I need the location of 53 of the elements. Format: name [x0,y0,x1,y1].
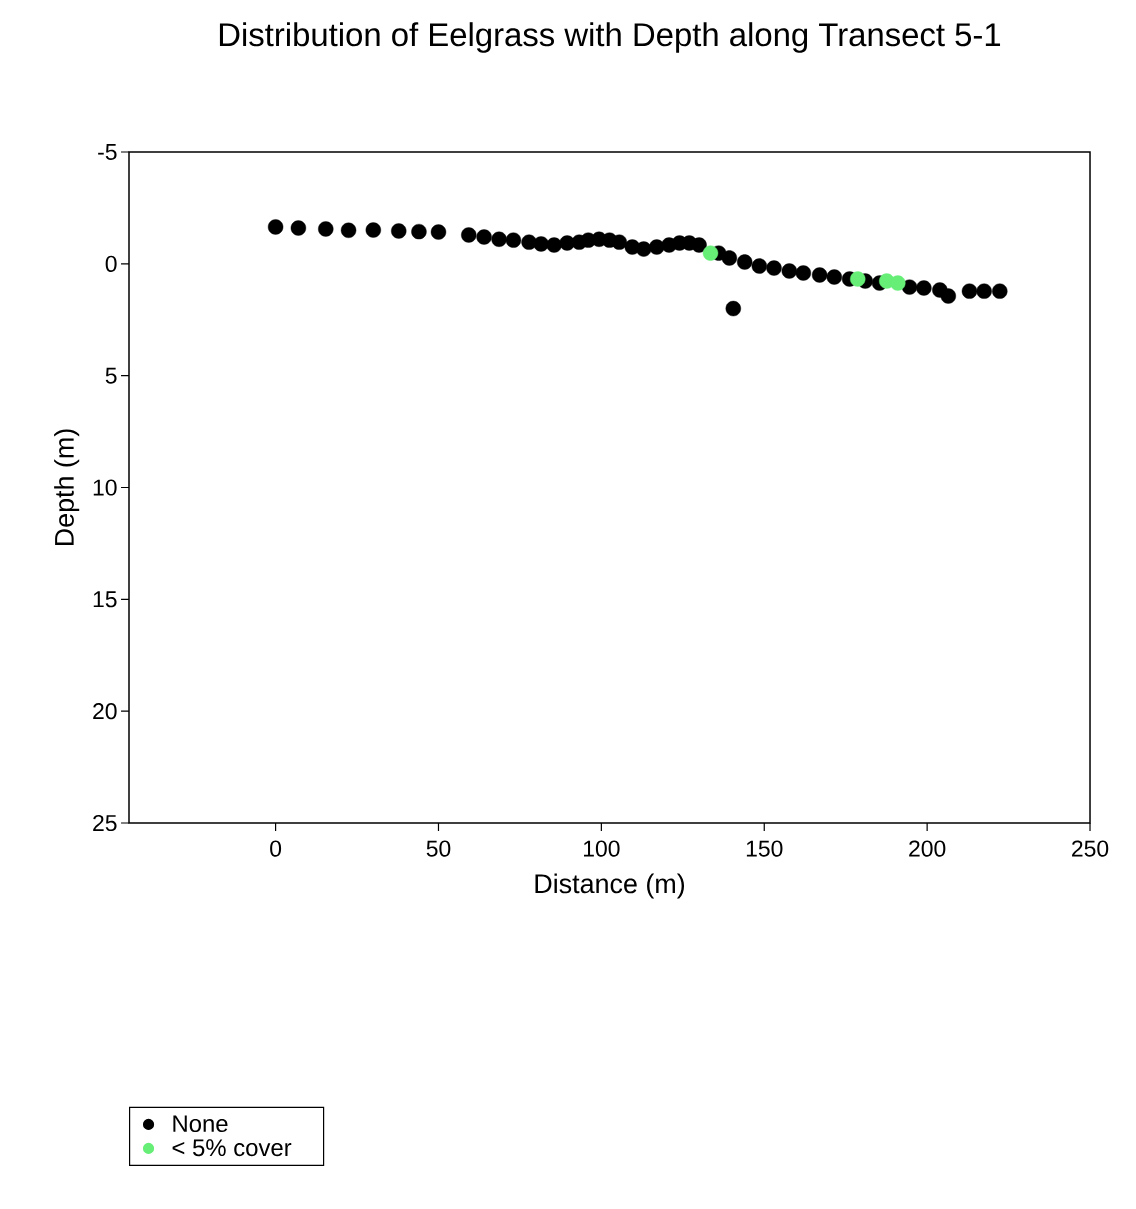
point [391,223,407,239]
point [267,219,284,235]
y-tick-label: 10 [93,479,117,496]
y-tick-label: 15 [93,591,117,608]
point [961,283,978,299]
point [890,275,906,291]
point [766,260,782,276]
point [290,220,307,236]
point [992,283,1008,299]
point [976,283,992,299]
point [533,236,549,252]
point [580,232,596,248]
y-axis-title: Depth (m) [54,429,80,546]
point [649,239,665,255]
point [624,239,640,255]
x-tick-label: 100 [584,840,620,857]
x-tick-label: 250 [1072,840,1109,857]
point [318,221,334,237]
y-tick-label: 0 [105,255,117,272]
point [811,267,828,283]
y-tick-label: 25 [93,814,117,832]
point [559,235,575,251]
point [781,263,797,279]
x-tick-label: 150 [746,840,783,857]
point [365,222,381,238]
x-axis-title: Distance (m) [535,873,685,899]
point [826,269,842,285]
legend-label: None [173,1115,228,1133]
x-tick-label: 50 [426,840,451,857]
point [725,300,741,317]
point [702,245,719,261]
point [601,232,618,248]
point [691,237,707,253]
point [461,227,477,243]
point [850,271,866,287]
y-tick-label: 20 [93,703,117,720]
point [476,229,492,245]
point [411,223,427,240]
point [751,258,768,274]
point [737,254,753,270]
chart-title: Distribution of Eelgrass with Depth along Transect 5-1 [219,22,1001,53]
point [340,222,357,238]
point [491,231,507,247]
point [430,224,447,240]
point [795,265,812,281]
legend-label: < 5% cover [172,1139,292,1157]
x-tick-label: 200 [909,840,946,857]
point [916,280,932,296]
x-tick-label: 0 [270,840,282,857]
point [505,232,522,248]
point [940,288,956,304]
y-tick-label: -5 [98,144,117,160]
y-tick-label: 5 [105,367,117,384]
